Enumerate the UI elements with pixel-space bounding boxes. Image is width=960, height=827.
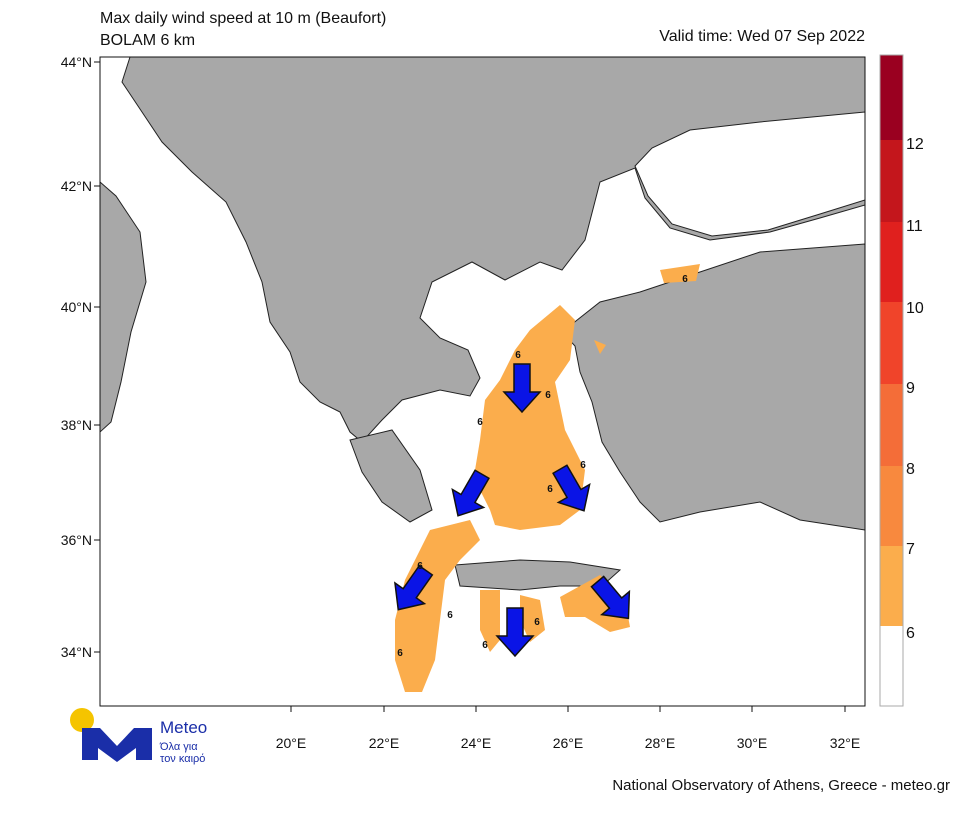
wind-area xyxy=(520,595,545,642)
colorbar xyxy=(879,54,904,707)
land-italy xyxy=(100,181,147,433)
contour-label: 6 xyxy=(515,350,521,361)
title: Max daily wind speed at 10 m (Beaufort) xyxy=(100,10,386,27)
black-sea xyxy=(634,111,865,237)
lon-label: 20°E xyxy=(276,735,307,751)
colorbar-label: 12 xyxy=(906,136,924,153)
lat-label: 42°N xyxy=(61,178,92,194)
contour-label: 6 xyxy=(417,561,423,572)
lat-label: 38°N xyxy=(61,417,92,433)
logo-name: Meteo xyxy=(160,718,207,737)
colorbar-label: 9 xyxy=(906,380,915,397)
colorbar-label: 10 xyxy=(906,300,924,317)
contour-label: 6 xyxy=(397,648,403,659)
logo: Meteo Όλα για τον καιρό xyxy=(70,708,207,765)
lat-label: 36°N xyxy=(61,532,92,548)
contour-label: 6 xyxy=(482,640,488,651)
lon-label: 30°E xyxy=(737,735,768,751)
logo-tagline: τον καιρό xyxy=(160,753,205,765)
colorbar-label: 11 xyxy=(906,218,923,235)
lon-label: 26°E xyxy=(553,735,584,751)
contour-label: 6 xyxy=(545,390,551,401)
lon-label: 24°E xyxy=(461,735,492,751)
colorbar-label: 6 xyxy=(906,625,915,642)
wind-area xyxy=(395,520,480,692)
contour-label: 6 xyxy=(580,460,586,471)
wind-area xyxy=(660,264,700,283)
contour-label: 6 xyxy=(477,417,483,428)
lat-label: 34°N xyxy=(61,644,92,660)
lon-label: 22°E xyxy=(369,735,400,751)
lat-label: 44°N xyxy=(61,54,92,70)
footer: National Observatory of Athens, Greece -… xyxy=(612,777,950,794)
map-frame xyxy=(99,56,866,707)
contour-label: 6 xyxy=(682,274,688,285)
wind-area xyxy=(480,590,500,652)
contour-label: 6 xyxy=(547,484,553,495)
lon-label: 32°E xyxy=(830,735,861,751)
lat-label: 40°N xyxy=(61,299,92,315)
lon-label: 28°E xyxy=(645,735,676,751)
valid-time: Valid time: Wed 07 Sep 2022 xyxy=(659,28,865,45)
contour-label: 6 xyxy=(534,617,540,628)
land-peloponnese xyxy=(349,429,433,523)
colorbar-label: 7 xyxy=(906,541,915,558)
contour-label: 6 xyxy=(447,610,453,621)
subtitle: BOLAM 6 km xyxy=(100,32,195,49)
logo-tagline: Όλα για xyxy=(159,741,198,753)
map-area xyxy=(99,56,866,707)
wind-area xyxy=(594,340,606,354)
colorbar-label: 8 xyxy=(906,461,915,478)
